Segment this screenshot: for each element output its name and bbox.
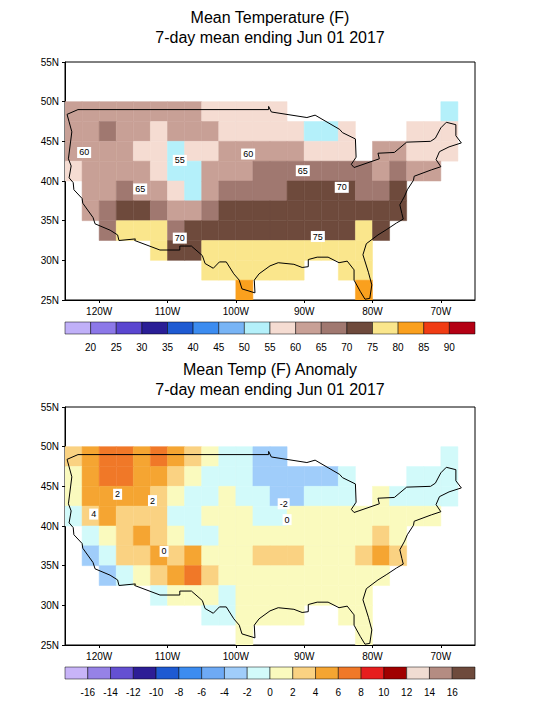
svg-text:8: 8 — [358, 687, 364, 698]
svg-text:7-day mean ending Jun 01 2017: 7-day mean ending Jun 01 2017 — [155, 29, 385, 46]
svg-text:55: 55 — [175, 155, 185, 165]
svg-text:90: 90 — [444, 342, 456, 353]
svg-text:30N: 30N — [41, 600, 59, 611]
svg-text:6: 6 — [336, 687, 342, 698]
svg-text:100W: 100W — [223, 651, 250, 662]
svg-text:2: 2 — [150, 496, 155, 506]
svg-text:7-day mean ending Jun 01 2017: 7-day mean ending Jun 01 2017 — [155, 381, 385, 398]
svg-text:4: 4 — [313, 687, 319, 698]
svg-text:60: 60 — [243, 149, 253, 159]
svg-text:35N: 35N — [41, 215, 59, 226]
svg-text:75: 75 — [313, 232, 323, 242]
svg-text:50N: 50N — [41, 96, 59, 107]
svg-text:100W: 100W — [223, 306, 250, 317]
svg-text:Mean Temp (F) Anomaly: Mean Temp (F) Anomaly — [183, 361, 357, 378]
svg-text:55N: 55N — [41, 402, 59, 413]
svg-text:2: 2 — [115, 489, 120, 499]
svg-text:120W: 120W — [86, 306, 113, 317]
svg-text:-16: -16 — [81, 687, 96, 698]
svg-text:40N: 40N — [41, 521, 59, 532]
svg-text:-4: -4 — [220, 687, 229, 698]
svg-text:35: 35 — [162, 342, 174, 353]
svg-text:80W: 80W — [362, 651, 383, 662]
svg-text:0: 0 — [162, 546, 167, 556]
svg-text:80: 80 — [393, 342, 405, 353]
svg-text:45N: 45N — [41, 481, 59, 492]
svg-text:75: 75 — [367, 342, 379, 353]
svg-text:55: 55 — [264, 342, 276, 353]
svg-text:25N: 25N — [41, 295, 59, 306]
svg-text:110W: 110W — [155, 651, 181, 662]
svg-text:60: 60 — [290, 342, 302, 353]
svg-text:40N: 40N — [41, 176, 59, 187]
svg-text:10: 10 — [378, 687, 390, 698]
svg-text:30: 30 — [136, 342, 148, 353]
svg-text:-2: -2 — [243, 687, 252, 698]
svg-text:25: 25 — [111, 342, 123, 353]
svg-text:20: 20 — [85, 342, 97, 353]
svg-text:80W: 80W — [362, 306, 383, 317]
svg-text:50: 50 — [239, 342, 251, 353]
svg-text:65: 65 — [316, 342, 328, 353]
svg-text:55N: 55N — [41, 57, 59, 68]
svg-text:30N: 30N — [41, 255, 59, 266]
svg-text:40: 40 — [188, 342, 200, 353]
svg-text:90W: 90W — [294, 651, 315, 662]
svg-text:70: 70 — [175, 233, 185, 243]
svg-text:4: 4 — [91, 509, 96, 519]
svg-text:35N: 35N — [41, 560, 59, 571]
svg-text:110W: 110W — [155, 306, 181, 317]
svg-text:65: 65 — [298, 166, 308, 176]
svg-text:-8: -8 — [174, 687, 183, 698]
svg-text:85: 85 — [418, 342, 430, 353]
svg-text:16: 16 — [447, 687, 459, 698]
svg-text:-14: -14 — [103, 687, 118, 698]
svg-text:Mean Temperature (F): Mean Temperature (F) — [191, 9, 350, 26]
svg-text:70: 70 — [337, 182, 347, 192]
svg-text:65: 65 — [135, 184, 145, 194]
svg-text:60: 60 — [79, 147, 89, 157]
svg-text:90W: 90W — [294, 306, 315, 317]
svg-text:-2: -2 — [280, 499, 288, 509]
svg-text:25N: 25N — [41, 640, 59, 651]
svg-text:2: 2 — [290, 687, 296, 698]
svg-text:45N: 45N — [41, 136, 59, 147]
svg-text:70: 70 — [341, 342, 353, 353]
svg-text:-6: -6 — [197, 687, 206, 698]
svg-text:-10: -10 — [149, 687, 164, 698]
svg-text:120W: 120W — [86, 651, 113, 662]
svg-text:12: 12 — [401, 687, 413, 698]
svg-text:45: 45 — [213, 342, 225, 353]
svg-text:70W: 70W — [431, 306, 452, 317]
svg-text:50N: 50N — [41, 441, 59, 452]
svg-text:0: 0 — [285, 515, 290, 525]
svg-text:14: 14 — [424, 687, 436, 698]
svg-text:-12: -12 — [126, 687, 141, 698]
svg-text:0: 0 — [267, 687, 273, 698]
svg-text:70W: 70W — [431, 651, 452, 662]
